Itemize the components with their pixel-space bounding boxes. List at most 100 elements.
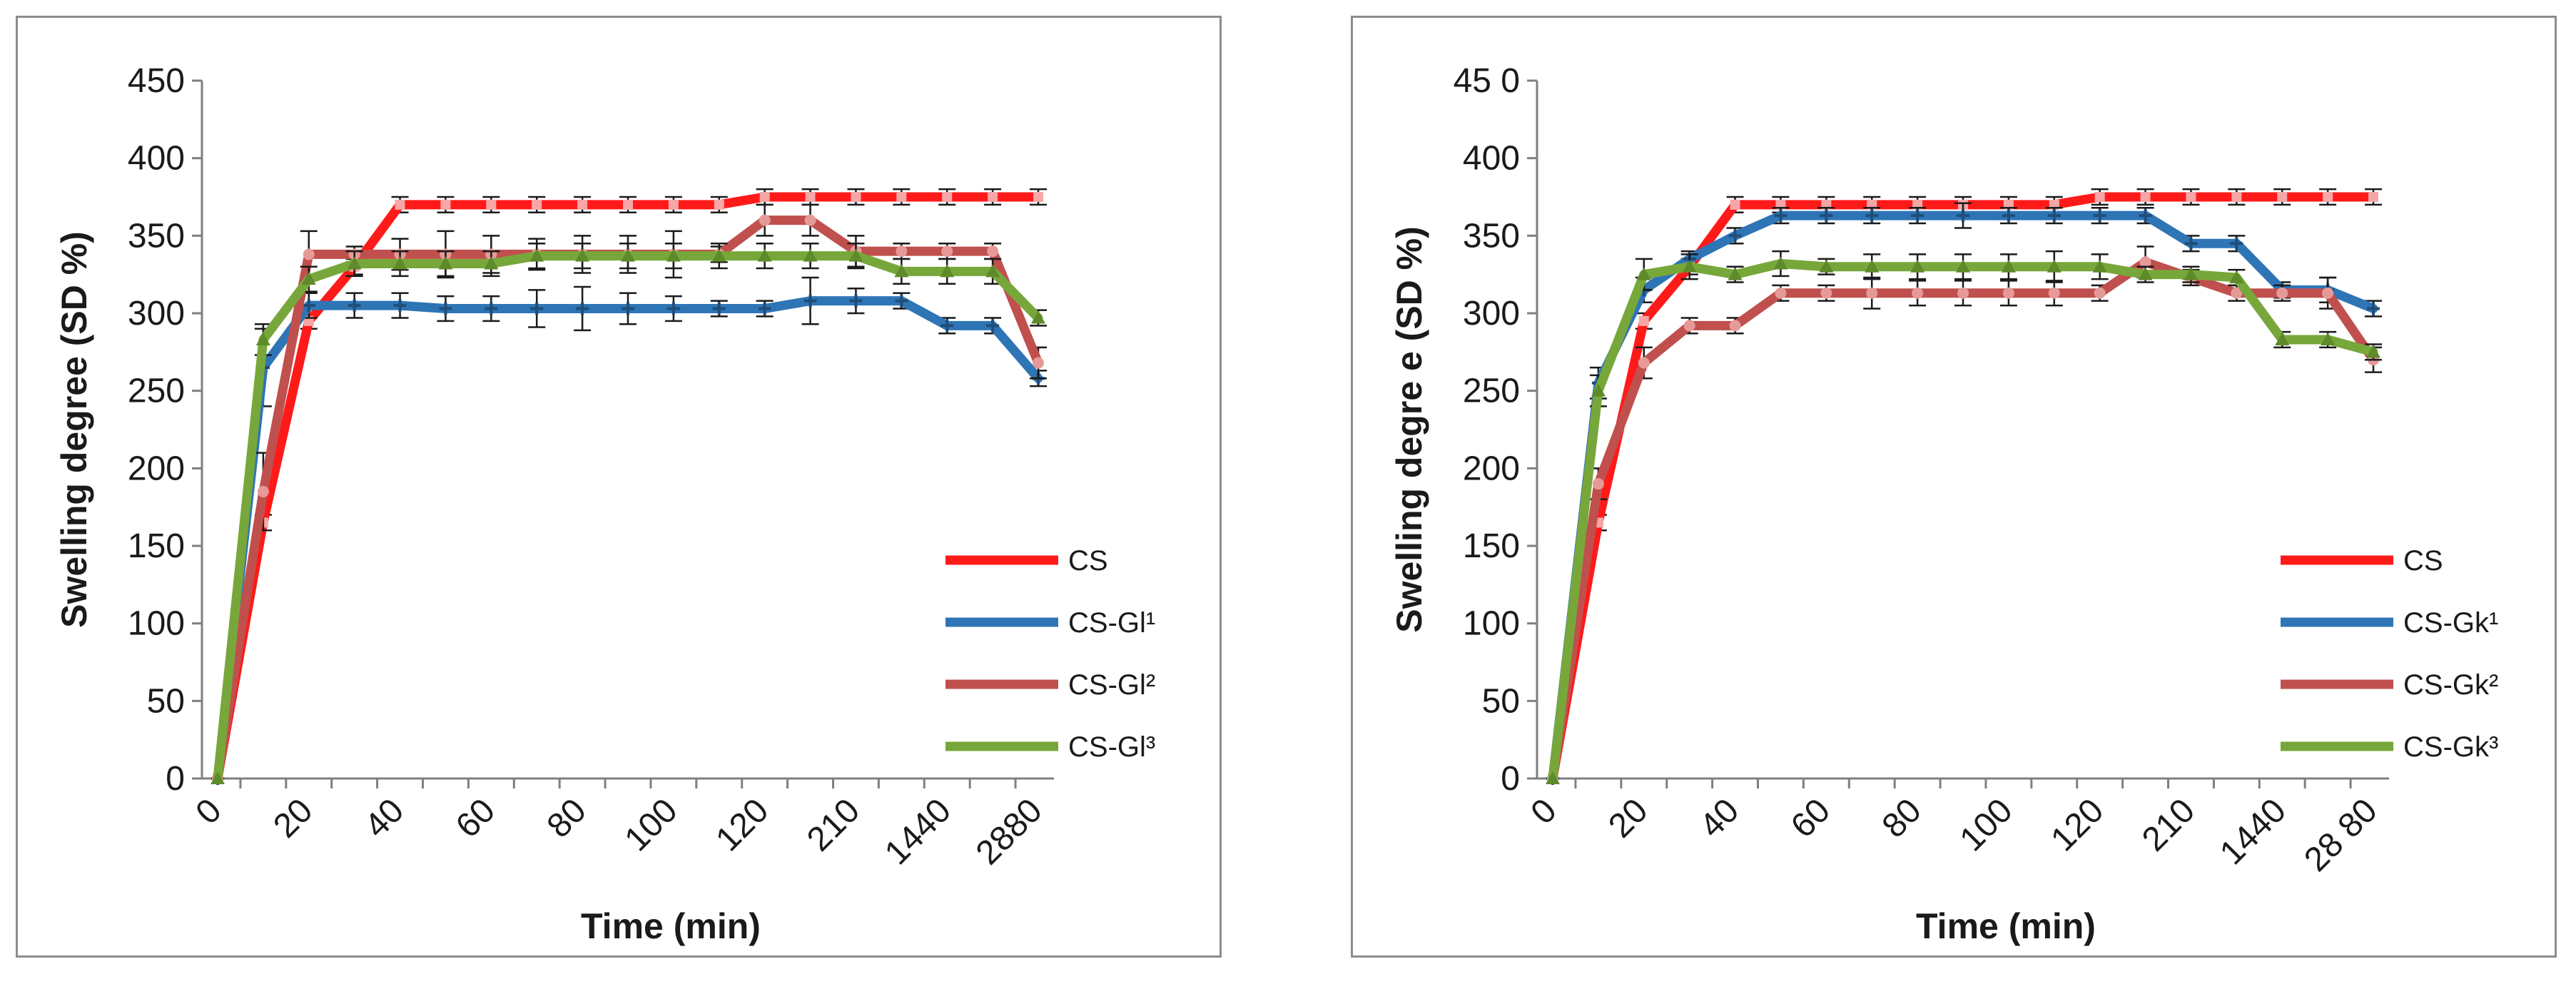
x-tick-label: 20	[1601, 791, 1655, 845]
legend-label-cs: CS	[1068, 545, 1108, 577]
data-point	[2093, 209, 2106, 223]
data-point	[529, 248, 544, 262]
data-point	[1638, 357, 1650, 369]
series-line-cs-gl	[213, 296, 1043, 783]
data-point	[1865, 259, 1880, 273]
y-tick-label: 350	[128, 217, 185, 255]
x-tick-label: 20	[266, 791, 320, 845]
data-point	[1682, 259, 1697, 273]
series-cs-gl	[211, 276, 1047, 785]
data-point	[2002, 209, 2015, 223]
data-point	[987, 245, 999, 258]
data-point	[1729, 320, 1741, 332]
data-point	[2048, 287, 2060, 299]
chart-panel-right: 0 50 100 150 200 250 300 350 400 45 0 0 20 40 60 80 100…	[1351, 16, 2557, 958]
y-tick-label: 50	[1482, 682, 1520, 720]
data-point	[577, 199, 588, 210]
data-point	[392, 256, 407, 270]
legend: CS CS-Gl¹ CS-Gl² CS-Gl³	[945, 545, 1155, 763]
data-point	[2276, 287, 2288, 299]
data-point	[757, 248, 772, 262]
x-tick-label: 210	[2135, 791, 2202, 858]
data-point	[2322, 287, 2334, 299]
data-point	[759, 192, 770, 202]
chart-panel-left: 0 50 100 150 200 250 300 350 400 450 0 20 40 60 80 100 1…	[16, 16, 1222, 958]
x-tick-label: 28 80	[2297, 791, 2384, 878]
data-point	[1773, 256, 1788, 270]
data-point	[348, 299, 361, 313]
data-point	[940, 264, 955, 278]
data-point	[2230, 237, 2243, 250]
y-tick-label: 200	[128, 450, 185, 487]
data-point	[440, 199, 451, 210]
data-point	[485, 302, 498, 315]
data-point	[1775, 287, 1787, 299]
data-point	[255, 332, 270, 345]
data-point	[711, 248, 726, 262]
data-point	[211, 771, 225, 784]
data-point	[1957, 287, 1969, 299]
x-tick-label: 1440	[878, 791, 958, 872]
line-chart-left: 0 50 100 150 200 250 300 350 400 450 0 20 40 60 80 100 1…	[54, 62, 1155, 946]
data-point	[2139, 256, 2151, 268]
data-point	[803, 248, 818, 262]
data-point	[985, 264, 1000, 278]
legend-label-cs-gl: CS-Gl¹	[1068, 607, 1155, 639]
legend-label-cs-gk: CS-Gk²	[2403, 669, 2498, 701]
y-tick-label: 0	[1501, 760, 1520, 798]
data-point	[1636, 267, 1651, 280]
data-point	[302, 299, 315, 313]
data-point	[303, 248, 315, 260]
data-point	[484, 256, 499, 270]
data-point	[940, 319, 954, 333]
data-point	[1820, 209, 1833, 223]
x-tick-label: 0	[188, 791, 228, 831]
y-tick-label: 200	[1463, 450, 1520, 487]
legend-label-cs: CS	[2403, 545, 2443, 577]
data-point	[941, 245, 953, 258]
data-point	[1911, 209, 1925, 223]
data-point	[576, 302, 589, 315]
data-point	[896, 192, 907, 202]
data-point	[622, 302, 634, 315]
data-point	[894, 264, 909, 278]
line-chart-right: 0 50 100 150 200 250 300 350 400 45 0 0 20 40 60 80 100…	[1389, 62, 2498, 946]
data-point	[1591, 383, 1606, 397]
data-point	[2229, 270, 2244, 284]
data-point	[2321, 332, 2336, 345]
series-cs-gk	[1547, 245, 2382, 784]
data-point	[2231, 192, 2242, 202]
data-point	[805, 192, 816, 202]
data-point	[896, 245, 908, 258]
y-tick-label: 350	[1463, 217, 1520, 255]
data-point	[2231, 287, 2243, 299]
series-cs-gk	[1546, 250, 2382, 784]
data-point	[301, 272, 316, 285]
data-point	[1910, 259, 1925, 273]
data-point	[2092, 259, 2107, 273]
data-point	[1730, 199, 1740, 210]
y-tick-label: 400	[128, 140, 185, 178]
y-tick-label: 100	[128, 605, 185, 643]
data-point	[1912, 287, 1924, 299]
data-point	[347, 256, 362, 270]
data-point	[804, 214, 816, 226]
data-point	[2002, 287, 2014, 299]
y-tick-label: 250	[1463, 372, 1520, 410]
data-point	[1638, 315, 1649, 326]
data-point	[668, 199, 679, 210]
data-point	[1728, 267, 1743, 280]
data-point	[849, 294, 863, 308]
data-point	[532, 199, 542, 210]
x-tick-label: 40	[358, 791, 411, 845]
data-point	[2186, 192, 2196, 202]
y-axis-title: Swelling degre e (SD %)	[1389, 226, 1429, 633]
y-tick-label: 300	[1463, 295, 1520, 333]
data-point	[2001, 259, 2016, 273]
data-point	[2323, 192, 2333, 202]
y-tick-label: 50	[147, 682, 185, 720]
data-point	[712, 302, 726, 315]
x-tick-label: 40	[1693, 791, 1746, 845]
x-axis-title: Time (min)	[1916, 906, 2096, 946]
data-point	[1819, 259, 1834, 273]
